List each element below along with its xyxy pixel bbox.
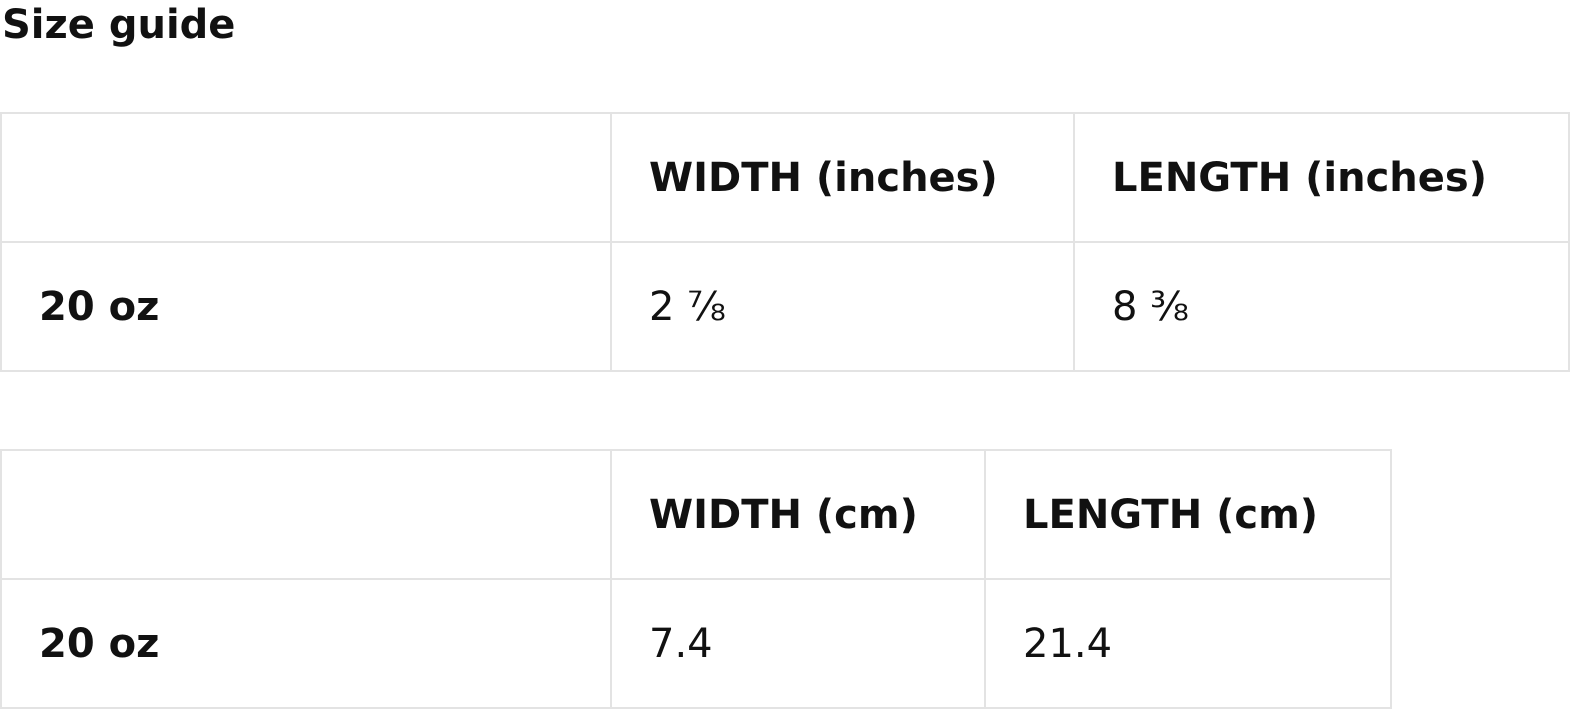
header-cell-empty [0, 112, 612, 243]
table-header-row: WIDTH (inches) LENGTH (inches) [0, 112, 1570, 243]
table-row: 20 oz 2 ⅞ 8 ⅜ [0, 241, 1570, 372]
width-value: 2 ⅞ [610, 241, 1075, 372]
header-cell-empty [0, 449, 612, 580]
width-value: 7.4 [610, 578, 986, 709]
header-cell-width: WIDTH (cm) [610, 449, 986, 580]
length-value: 21.4 [984, 578, 1392, 709]
size-table-cm: WIDTH (cm) LENGTH (cm) 20 oz 7.4 21.4 [0, 449, 1392, 709]
header-cell-length: LENGTH (cm) [984, 449, 1392, 580]
row-label: 20 oz [0, 578, 612, 709]
size-table-inches: WIDTH (inches) LENGTH (inches) 20 oz 2 ⅞… [0, 112, 1570, 372]
row-label: 20 oz [0, 241, 612, 372]
header-cell-length: LENGTH (inches) [1073, 112, 1570, 243]
table-row: 20 oz 7.4 21.4 [0, 578, 1392, 709]
length-value: 8 ⅜ [1073, 241, 1570, 372]
table-header-row: WIDTH (cm) LENGTH (cm) [0, 449, 1392, 580]
page-title: Size guide [2, 2, 236, 48]
header-cell-width: WIDTH (inches) [610, 112, 1075, 243]
